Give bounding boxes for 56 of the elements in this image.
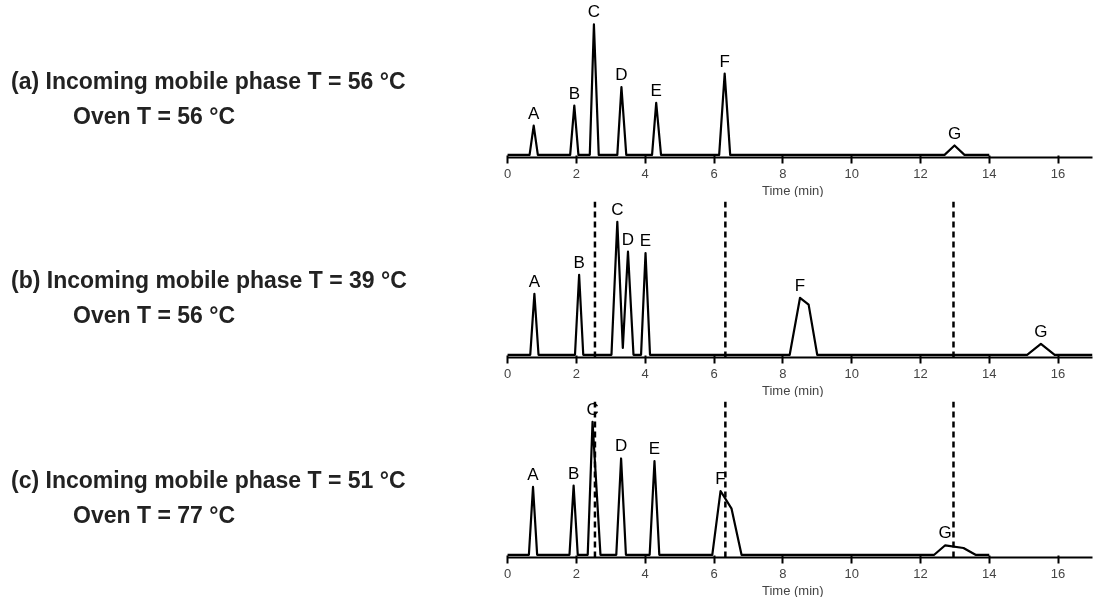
annotation: E [639, 231, 652, 251]
x-tick-label: 0 [503, 165, 512, 181]
x-tick-label: 16 [1050, 565, 1066, 581]
annotation: F [794, 275, 806, 295]
annotation: G [938, 523, 952, 543]
annotation: B [567, 463, 580, 483]
x-axis-title: Time (min) [762, 382, 824, 398]
x-tick-label: 4 [641, 565, 649, 581]
x-tick-label: 14 [982, 565, 997, 581]
x-tick-label: 6 [710, 365, 718, 381]
x-axis-title: Time (min) [762, 582, 824, 598]
annotation: F [719, 51, 730, 71]
x-tick-label: 6 [710, 565, 718, 581]
x-tick-label: 0 [503, 365, 512, 381]
x-tick-label: 14 [982, 365, 997, 381]
annotation: F [715, 469, 726, 489]
annotation: E [650, 80, 662, 100]
x-tick-label: 0 [503, 565, 512, 581]
x-tick-label: 10 [844, 165, 859, 181]
text: (a) Incoming mobile phase T = 56 °C [11, 68, 406, 94]
text: Oven T = 56 °C [73, 302, 236, 329]
x-tick-label: 12 [913, 565, 928, 581]
annotation: C [587, 2, 601, 22]
annotation: D [614, 436, 628, 456]
x-tick-label: 2 [572, 365, 580, 381]
text: Oven T = 77 °C [73, 502, 236, 529]
x-tick-label: 12 [913, 165, 928, 181]
annotation: G [1034, 321, 1048, 341]
x-tick-label: 2 [572, 565, 580, 581]
x-tick-label: 16 [1050, 165, 1066, 181]
annotation: B [568, 83, 580, 103]
text: Oven T = 56 °C [73, 103, 236, 130]
annotation: E [648, 439, 661, 459]
annotation: A [528, 103, 541, 123]
annotation: B [573, 252, 585, 272]
x-tick-label: 8 [779, 365, 787, 381]
annotation: A [527, 464, 540, 484]
x-tick-label: 10 [844, 365, 859, 381]
annotation: G [947, 123, 962, 143]
x-tick-label: 10 [844, 565, 859, 581]
x-tick-label: 4 [641, 365, 649, 381]
x-tick-label: 2 [572, 165, 580, 181]
x-tick-label: 4 [641, 165, 649, 181]
text: (b) Incoming mobile phase T = 39 °C [11, 266, 407, 293]
annotation: D [615, 64, 628, 84]
x-axis-title: Time (min) [762, 182, 824, 198]
x-tick-label: 6 [710, 165, 718, 181]
x-tick-label: 8 [779, 165, 787, 181]
annotation: A [528, 271, 541, 291]
x-tick-label: 12 [913, 365, 928, 381]
x-tick-label: 8 [779, 565, 787, 581]
x-tick-label: 16 [1050, 365, 1066, 381]
x-tick-label: 14 [982, 165, 997, 181]
annotation: C [611, 199, 624, 219]
text: (c) Incoming mobile phase T = 51 °C [11, 466, 406, 493]
annotation: D [621, 229, 635, 249]
